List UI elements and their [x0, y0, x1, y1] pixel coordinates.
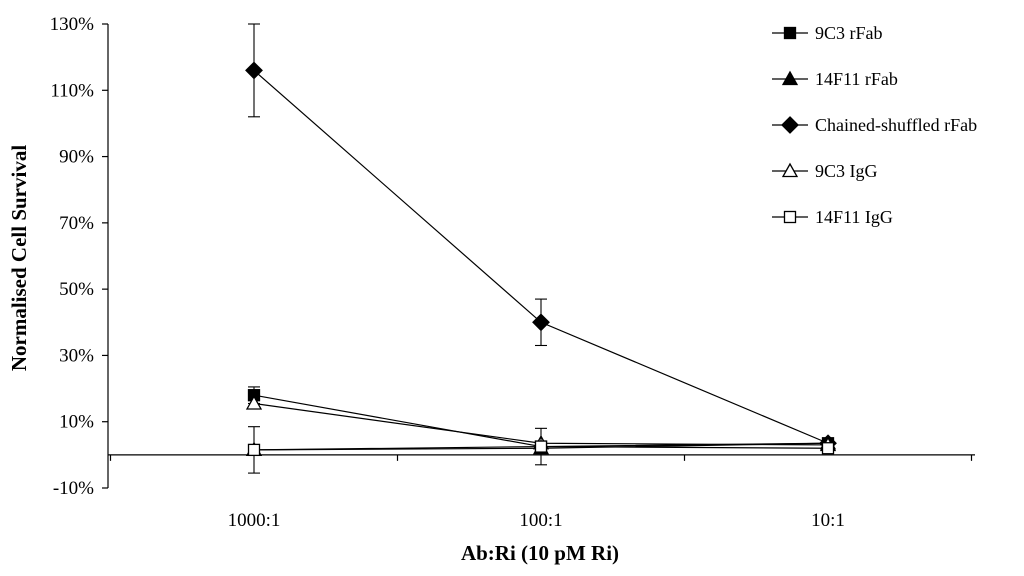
legend-label: 9C3 IgG — [815, 161, 878, 181]
series-14f11-igg — [247, 426, 835, 474]
legend-marker — [781, 162, 799, 178]
y-tick-label: 10% — [59, 412, 94, 433]
legend-marker — [781, 70, 799, 86]
legend-item: Chained-shuffled rFab — [772, 115, 977, 135]
y-tick-label: 50% — [59, 279, 94, 300]
legend-marker — [783, 26, 797, 40]
legend-marker — [783, 210, 797, 224]
x-axis-title: Ab:Ri (10 pM Ri) — [461, 541, 619, 565]
data-point — [821, 442, 835, 455]
legend-marker — [781, 116, 799, 134]
data-point — [534, 440, 548, 453]
data-point — [245, 395, 263, 410]
y-ticks: -10% 10% 30% 50% 70% 90% 110% 130% — [50, 14, 108, 499]
legend-label: Chained-shuffled rFab — [815, 115, 977, 135]
legend-item: 9C3 IgG — [772, 161, 878, 181]
y-tick-label: 130% — [50, 14, 95, 35]
legend-label: 14F11 IgG — [815, 207, 893, 227]
y-tick-label: 70% — [59, 213, 94, 234]
legend-item: 9C3 rFab — [772, 23, 883, 43]
data-point — [245, 61, 263, 80]
series — [245, 23, 837, 474]
y-axis-title: Normalised Cell Survival — [7, 145, 31, 371]
legend-item: 14F11 IgG — [772, 207, 893, 227]
data-point — [247, 443, 261, 457]
legend: 9C3 rFab 14F11 rFab Chained-shuffled rFab 9… — [772, 23, 977, 227]
axes — [107, 24, 975, 488]
x-tick-label: 100:1 — [519, 510, 562, 531]
y-tick-label: 90% — [59, 147, 94, 168]
y-tick-label: 110% — [50, 80, 94, 101]
legend-label: 9C3 rFab — [815, 23, 883, 43]
legend-item: 14F11 rFab — [772, 69, 898, 89]
x-ticks: 1000:1 100:1 10:1 — [109, 454, 973, 531]
x-tick-label: 10:1 — [811, 510, 845, 531]
y-tick-label: -10% — [53, 478, 94, 499]
series-line — [253, 69, 829, 444]
legend-label: 14F11 rFab — [815, 69, 898, 89]
y-tick-label: 30% — [59, 345, 94, 366]
x-tick-label: 1000:1 — [228, 510, 281, 531]
series-chained-shuffled-rfab — [245, 23, 837, 453]
data-point — [532, 313, 550, 332]
